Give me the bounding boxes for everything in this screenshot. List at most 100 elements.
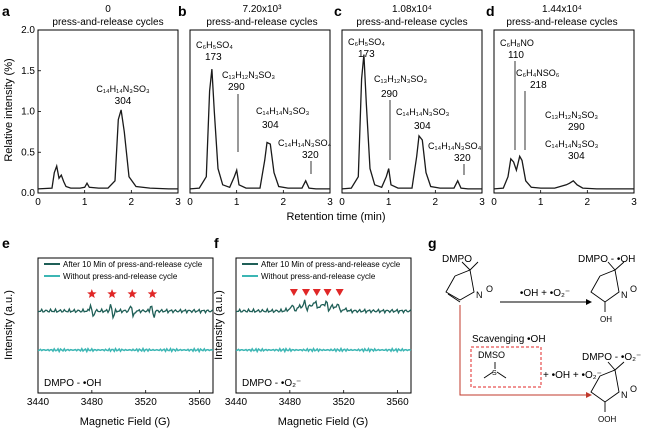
x-tick-label: 0 xyxy=(491,197,497,208)
x-tick-label: 2 xyxy=(585,197,591,208)
peak-label-formula: C₁₄H₁₄N₃SO₄ xyxy=(278,138,332,148)
peak-label-formula: C₆H₅SO₄ xyxy=(348,37,385,47)
x-tick-label: 2 xyxy=(433,197,439,208)
peak-label-formula: C₁₃H₁₂N₃SO₃ xyxy=(545,110,598,120)
x-tick-label: 3560 xyxy=(386,397,409,408)
peak-star-marker xyxy=(87,289,97,298)
epr-trace-after-e xyxy=(37,302,214,321)
panel-b-title: 7.20x10³ xyxy=(243,4,283,15)
panel-c-letter: c xyxy=(334,3,342,19)
shared-x-axis-label: Retention time (min) xyxy=(286,211,385,223)
epr-trace-without-e xyxy=(37,346,214,354)
panel-g-scheme: g DMPO N O •OH + •O₂⁻ DMPO - •OH N O OH … xyxy=(428,235,641,424)
radical-reagents: •OH + •O₂⁻ xyxy=(520,288,570,299)
panel-f-frame xyxy=(235,257,412,394)
x-tick-label: 3560 xyxy=(188,397,211,408)
peak-label-mass: 290 xyxy=(568,122,585,133)
peak-label-mass: 304 xyxy=(568,151,585,162)
panel-b: b 7.20x10³ press-and-release cycles C₆H₅… xyxy=(178,3,332,194)
epr-trace-after-f xyxy=(235,299,412,315)
chromatogram-trace-b xyxy=(189,69,330,190)
scavenging-label: Scavenging •OH xyxy=(472,334,546,345)
legend-item-without: Without press-and-release cycle xyxy=(261,272,376,281)
peak-label-formula: C₆H₄NSO₆ xyxy=(516,68,560,78)
ring xyxy=(590,369,620,403)
peak-triangle-marker xyxy=(312,289,321,296)
dmpo-structure xyxy=(445,261,479,303)
product-oh-label: DMPO - •OH xyxy=(578,254,635,265)
y-tick-label: 1.0 xyxy=(21,107,35,118)
x-tick-label: 3520 xyxy=(135,397,158,408)
dmpo-double-bond xyxy=(447,293,461,303)
x-tick-label: 0 xyxy=(35,197,41,208)
product-o2-label: DMPO - •O₂⁻ xyxy=(582,352,641,363)
y-tick-label: 0.0 xyxy=(21,188,35,199)
arrowhead xyxy=(586,299,592,305)
panel-d-subtitle: press-and-release cycles xyxy=(506,17,617,28)
panel-b-letter: b xyxy=(178,3,187,19)
peak-label-formula: C₁₃H₁₂N₃SO₃ xyxy=(222,70,275,80)
y-axis-label: Relative intensity (%) xyxy=(3,58,15,161)
peak-triangle-marker xyxy=(335,289,344,296)
x-tick-label: 3440 xyxy=(225,397,248,408)
dmpo-reactant-label: DMPO xyxy=(442,254,472,265)
dmpo-o-atom: O xyxy=(486,284,493,294)
red-pathway-arrow xyxy=(459,305,586,396)
methyl xyxy=(614,361,625,371)
panel-c: c 1.08x10⁴ press-and-release cycles C₆H₅… xyxy=(334,3,483,194)
peak-star-marker xyxy=(127,289,137,298)
methyl xyxy=(607,261,616,271)
n-atom: N xyxy=(621,390,628,400)
legend-item-without: Without press-and-release cycle xyxy=(63,272,178,281)
peak-label-mass: 173 xyxy=(205,52,222,63)
panel-g-letter: g xyxy=(428,235,437,251)
bond xyxy=(496,371,507,379)
x-tick-label: 0 xyxy=(339,197,345,208)
y-axis-label: Intensity (a.u.) xyxy=(3,290,15,360)
peak-label-mass: 304 xyxy=(262,120,279,131)
y-tick-label: 2.0 xyxy=(21,25,35,36)
x-tick-label: 1 xyxy=(538,197,544,208)
spin-adduct-label: DMPO - •O₂⁻ xyxy=(242,378,301,389)
peak-label-mass: 110 xyxy=(508,50,524,61)
peak-label-mass: 304 xyxy=(414,121,431,132)
panel-c-frame xyxy=(341,29,483,194)
bond xyxy=(483,371,494,379)
y-tick-label: 0.5 xyxy=(21,147,35,158)
peak-label-formula: C₆H₈NO xyxy=(500,38,534,48)
dmso-label: DMSO xyxy=(478,350,505,360)
peak-label-mass: 320 xyxy=(302,150,319,161)
oh-group: OH xyxy=(600,315,612,324)
panel-a-title: 0 xyxy=(105,4,111,15)
x-tick-label: 2 xyxy=(281,197,287,208)
epr-trace-without-f xyxy=(235,346,412,354)
dmpo-o2-structure xyxy=(590,361,625,412)
panel-c-subtitle: press-and-release cycles xyxy=(356,17,467,28)
peak-star-marker xyxy=(107,289,117,298)
dmso-highlight-box xyxy=(470,346,542,388)
x-tick-label: 0 xyxy=(187,197,193,208)
panel-c-title: 1.08x10⁴ xyxy=(392,4,432,15)
panel-e: e After 10 Min of press-and-release cycl… xyxy=(2,235,214,428)
legend-item-after: After 10 Min of press-and-release cycle xyxy=(261,260,401,269)
x-tick-label: 1 xyxy=(386,197,392,208)
dmpo-n-atom: N xyxy=(476,290,483,300)
peak-label-mass: 173 xyxy=(358,49,375,60)
panel-f: f After 10 Min of press-and-release cycl… xyxy=(213,235,412,428)
ring xyxy=(590,269,620,303)
arrowhead xyxy=(586,392,592,398)
panel-a: a 0 press-and-release cycles C₁₄H₁₄N₃SO₃… xyxy=(2,3,179,194)
s-atom: S xyxy=(492,370,497,377)
peak-label-formula: C₁₄H₁₄N₃SO₃ xyxy=(396,107,450,117)
methyl xyxy=(614,261,625,271)
legend-item-after: After 10 Min of press-and-release cycle xyxy=(63,260,203,269)
panel-b-frame xyxy=(189,29,331,194)
n-atom: N xyxy=(621,290,628,300)
peak-label-formula: C₁₄H₁₄N₃SO₃ xyxy=(545,139,599,149)
panel-d-title: 1.44x10⁴ xyxy=(542,4,582,15)
panel-a-frame xyxy=(37,29,179,194)
chromatogram-trace-c xyxy=(341,54,482,190)
peak-label-formula: C₁₄H₁₄N₃SO₄ xyxy=(428,141,482,151)
